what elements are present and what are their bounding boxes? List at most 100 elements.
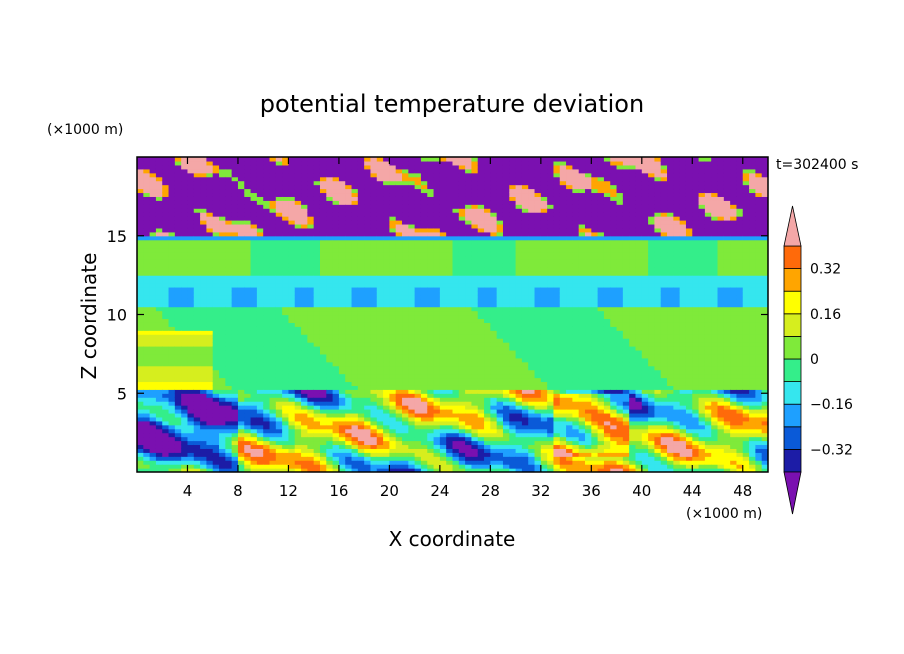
field-cell — [433, 172, 441, 178]
field-cell — [477, 464, 485, 469]
field-cell — [219, 424, 226, 430]
field-cell — [509, 298, 517, 304]
field-cell — [414, 432, 422, 438]
field-cell — [187, 397, 195, 402]
field-cell — [458, 172, 466, 178]
field-cell — [174, 176, 182, 182]
field-cell — [225, 389, 233, 394]
field-cell — [477, 416, 485, 422]
field-cell — [452, 220, 460, 225]
field-cell — [231, 243, 239, 249]
field-cell — [357, 302, 365, 308]
field-cell — [294, 409, 302, 414]
field-cell — [338, 192, 346, 197]
field-cell — [187, 212, 195, 217]
field-cell — [345, 416, 353, 422]
field-cell — [174, 243, 182, 249]
field-cell — [319, 334, 327, 339]
field-cell — [237, 157, 245, 162]
field-cell — [301, 440, 308, 446]
field-cell — [212, 298, 220, 304]
field-cell — [414, 286, 422, 292]
field-cell — [187, 247, 195, 253]
field-cell — [200, 267, 208, 272]
field-cell — [301, 361, 308, 367]
field-cell — [313, 377, 321, 383]
field-cell — [402, 365, 409, 371]
field-cell — [509, 196, 517, 201]
field-cell — [521, 275, 529, 280]
field-cell — [263, 420, 271, 426]
field-cell — [237, 401, 245, 406]
field-cell — [420, 338, 428, 343]
field-cell — [502, 448, 510, 453]
field-cell — [301, 342, 308, 347]
field-cell — [137, 440, 144, 446]
field-cell — [219, 168, 226, 174]
field-cell — [357, 172, 365, 178]
field-cell — [446, 302, 454, 308]
field-cell — [269, 357, 277, 363]
field-cell — [137, 464, 144, 469]
field-cell — [471, 251, 479, 257]
field-cell — [357, 460, 365, 465]
field-cell — [294, 172, 302, 178]
field-cell — [181, 176, 189, 182]
field-cell — [193, 220, 201, 225]
field-cell — [206, 172, 214, 178]
field-cell — [313, 176, 321, 182]
field-cell — [351, 428, 359, 434]
field-cell — [496, 373, 504, 379]
field-cell — [244, 192, 252, 197]
field-cell — [143, 420, 151, 426]
field-cell — [263, 424, 271, 430]
field-cell — [465, 286, 473, 292]
field-cell — [155, 412, 163, 418]
field-cell — [168, 235, 176, 241]
field-cell — [193, 306, 201, 312]
field-cell — [294, 310, 302, 316]
field-cell — [408, 460, 416, 465]
chart-title: potential temperature deviation — [260, 90, 644, 118]
field-cell — [256, 220, 264, 225]
field-cell — [414, 306, 422, 312]
field-cell — [452, 338, 460, 343]
field-cell — [496, 298, 504, 304]
field-cell — [408, 212, 416, 217]
field-cell — [219, 239, 226, 245]
field-cell — [181, 397, 189, 402]
field-cell — [357, 424, 365, 430]
field-cell — [515, 314, 523, 320]
field-cell — [206, 227, 214, 233]
field-cell — [319, 298, 327, 304]
field-cell — [465, 361, 473, 367]
field-cell — [452, 310, 460, 316]
field-cell — [357, 176, 365, 182]
field-cell — [452, 302, 460, 308]
field-cell — [174, 267, 182, 272]
field-cell — [471, 286, 479, 292]
field-cell — [282, 310, 290, 316]
field-cell — [408, 160, 416, 166]
field-cell — [395, 243, 403, 249]
field-cell — [502, 389, 510, 394]
field-cell — [521, 365, 529, 371]
field-cell — [313, 448, 321, 453]
field-cell — [490, 283, 498, 288]
field-cell — [155, 212, 163, 217]
field-cell — [200, 468, 208, 472]
field-cell — [231, 286, 239, 292]
field-cell — [137, 227, 144, 233]
field-cell — [383, 349, 390, 355]
field-cell — [395, 212, 403, 217]
field-cell — [395, 286, 403, 292]
field-cell — [471, 302, 479, 308]
field-cell — [414, 361, 422, 367]
field-cell — [231, 456, 239, 461]
field-cell — [219, 338, 226, 343]
field-cell — [282, 361, 290, 367]
field-cell — [143, 164, 151, 170]
field-cell — [162, 448, 170, 453]
field-cell — [326, 200, 334, 205]
field-cell — [313, 456, 321, 461]
